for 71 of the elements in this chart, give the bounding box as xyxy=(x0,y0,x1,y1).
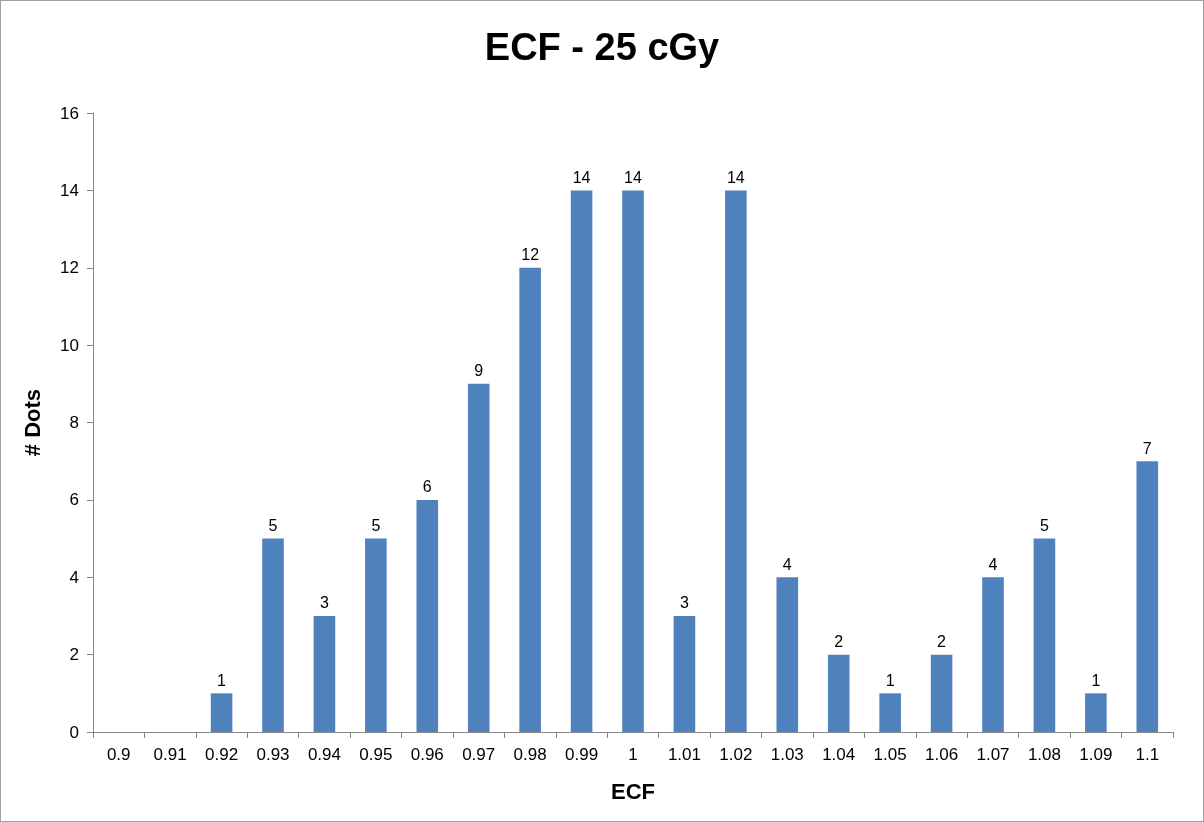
x-tick-label: 0.91 xyxy=(153,745,187,764)
bar xyxy=(827,654,850,732)
bar xyxy=(262,538,284,732)
data-label: 9 xyxy=(474,362,484,380)
x-tick-label: 0.94 xyxy=(307,745,341,764)
bar xyxy=(673,615,696,732)
x-tick-label: 0.96 xyxy=(410,745,444,764)
x-tick-label: 1 xyxy=(628,745,638,764)
bar xyxy=(1085,693,1107,732)
bar xyxy=(622,190,644,732)
x-tick-label: 1.08 xyxy=(1027,745,1061,764)
x-tick-label: 1.09 xyxy=(1079,745,1113,764)
y-tick-label: 16 xyxy=(60,103,79,123)
y-tick-label: 10 xyxy=(60,335,79,355)
x-tick-label: 1.1 xyxy=(1135,745,1160,764)
y-tick-label: 4 xyxy=(69,567,79,587)
data-label: 14 xyxy=(726,168,745,186)
data-label: 5 xyxy=(371,517,381,535)
data-label: 7 xyxy=(1142,439,1152,457)
data-label: 3 xyxy=(319,594,329,612)
data-label: 1 xyxy=(1091,671,1101,689)
data-label: 4 xyxy=(988,555,998,573)
y-tick-label: 0 xyxy=(69,722,79,742)
bar xyxy=(570,190,593,732)
x-tick-label: 0.9 xyxy=(106,745,131,764)
data-label: 3 xyxy=(679,594,689,612)
y-tick-label: 8 xyxy=(69,413,79,432)
y-tick-label: 14 xyxy=(60,180,79,200)
x-tick-label: 0.92 xyxy=(205,745,239,764)
data-label: 1 xyxy=(885,671,895,689)
bar xyxy=(467,383,490,732)
data-label: 2 xyxy=(834,633,844,651)
x-tick-label: 0.98 xyxy=(513,745,547,764)
y-axis-title: # Dots xyxy=(19,388,45,457)
chart-title: ECF - 25 cGy xyxy=(484,26,720,68)
bar xyxy=(519,267,541,732)
data-label: 2 xyxy=(937,633,947,651)
bar xyxy=(313,615,336,732)
y-tick-label: 12 xyxy=(60,258,79,278)
bar xyxy=(879,693,901,732)
data-label: 12 xyxy=(521,246,540,264)
y-tick-label: 2 xyxy=(69,645,79,665)
x-tick-label: 1.04 xyxy=(822,745,856,764)
bar xyxy=(365,538,387,732)
bar xyxy=(725,190,747,732)
bar xyxy=(982,577,1004,732)
data-label: 4 xyxy=(782,555,792,573)
bar xyxy=(1136,461,1159,732)
x-tick-label: 0.95 xyxy=(359,745,393,764)
data-label: 5 xyxy=(1039,517,1049,535)
bar xyxy=(210,693,233,732)
bar xyxy=(930,654,953,732)
x-tick-label: 1.07 xyxy=(976,745,1010,764)
data-label: 5 xyxy=(268,517,278,535)
x-tick-label: 0.93 xyxy=(256,745,290,764)
x-tick-label: 0.99 xyxy=(565,745,599,764)
bar xyxy=(776,577,799,732)
x-axis-title: ECF xyxy=(611,778,655,804)
x-tick-label: 1.03 xyxy=(770,745,804,764)
bar xyxy=(1033,538,1056,732)
x-tick-label: 1.01 xyxy=(667,745,701,764)
data-label: 6 xyxy=(422,478,432,496)
bar xyxy=(416,499,439,732)
x-tick-label: 0.97 xyxy=(462,745,496,764)
data-label: 14 xyxy=(624,168,642,186)
data-label: 1 xyxy=(217,671,227,689)
data-label: 14 xyxy=(572,168,591,186)
x-tick-label: 1.05 xyxy=(873,745,907,764)
x-tick-label: 1.02 xyxy=(719,745,753,764)
y-tick-label: 6 xyxy=(69,490,79,510)
x-tick-label: 1.06 xyxy=(925,745,959,764)
